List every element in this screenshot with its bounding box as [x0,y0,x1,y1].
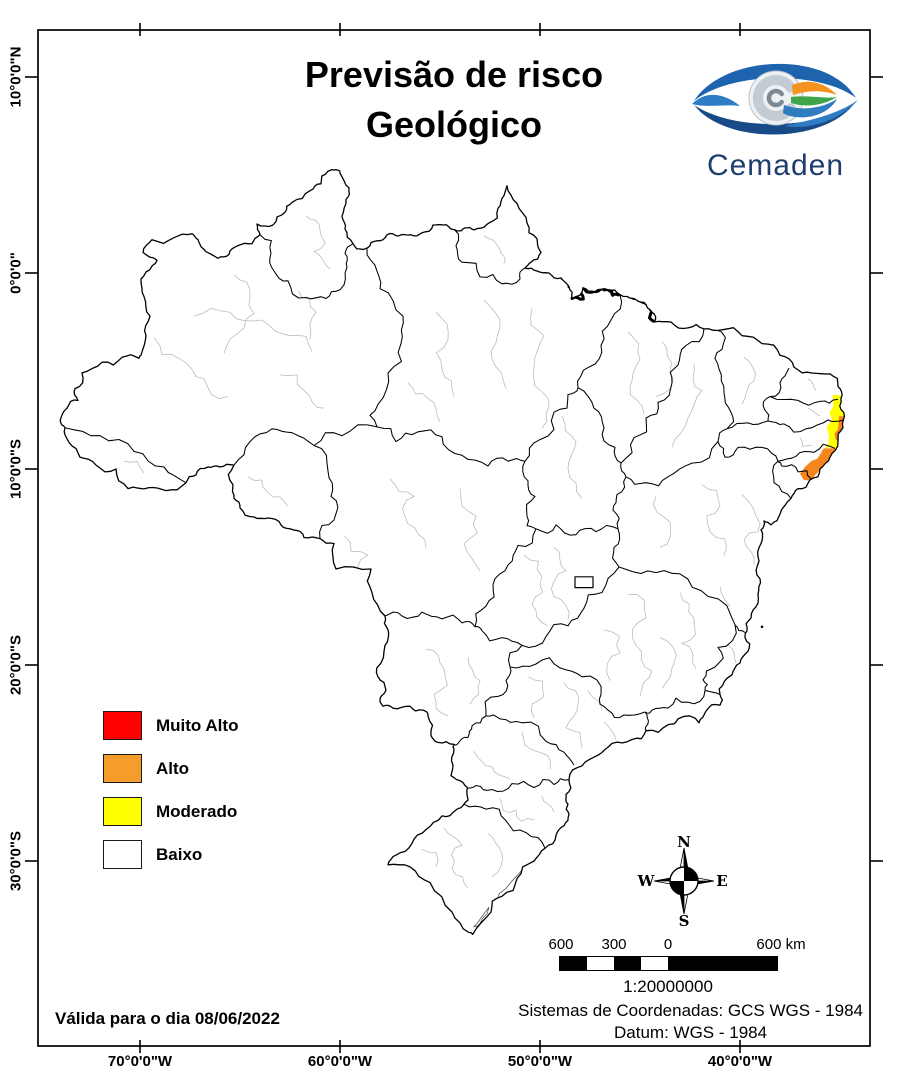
page-title-line1: Previsão de risco [304,54,604,95]
scale-segment [560,957,587,970]
coordinate-system-note: Sistemas de Coordenadas: GCS WGS - 1984 … [518,1000,863,1044]
coordinate-system-line2: Datum: WGS - 1984 [614,1023,768,1043]
scale-label-3: 600 km [756,936,806,953]
compass-label-north: N [677,833,691,851]
legend-item-baixo: Baixo [103,840,202,869]
coastal-lagoon [472,906,490,928]
cemaden-logo: Cemaden [688,48,863,183]
cemaden-eye-icon [692,63,858,135]
compass-label-west: W [637,872,655,890]
page-title: Previsão de risco Geológico [305,50,603,149]
scale-segment [641,957,668,970]
scale-segment [587,957,614,970]
lat-label-3: 20°0'0"S [7,634,25,696]
compass-label-south: S [678,912,690,930]
abrolhos-islands [760,625,764,629]
lat-label-0: 10°0'0"N [7,46,25,108]
legend-item-muito-alto: Muito Alto [103,711,238,740]
map-frame [37,29,871,1047]
legend-label-alto: Alto [156,758,190,778]
page-title-line2: Geológico [365,103,543,145]
lon-label-0: 70°0'0"W [107,1053,173,1070]
lat-label-1: 0°0'0" [7,252,25,294]
lon-label-1: 60°0'0"W [307,1053,373,1070]
lat-label-2: 10°0'0"S [7,438,25,500]
brazil-coastline [59,168,846,936]
legend-label-muito-alto: Muito Alto [156,715,239,735]
legend-item-moderado: Moderado [103,797,237,826]
lon-label-2: 50°0'0"W [507,1053,573,1070]
df-boundary [574,576,594,589]
legend-swatch-baixo [103,840,142,869]
legend-swatch-alto [103,754,142,783]
scale-segment [668,957,777,970]
legend-swatch-muito-alto [103,711,142,740]
municipal-borders [123,215,821,928]
legend-label-moderado: Moderado [156,801,238,821]
cemaden-wordmark: Cemaden [706,149,845,182]
legend-item-alto: Alto [103,754,189,783]
validity-note: Válida para o dia 08/06/2022 [55,1009,280,1028]
graticule-ticks [25,23,883,1053]
legend-label-baixo: Baixo [156,844,203,864]
scale-label-0: 600 [548,936,574,953]
lat-label-4: 30°0'0"S [7,830,25,892]
scale-label-2: 0 [663,936,673,953]
brazil-landmass [60,169,845,935]
scale-label-1: 300 [601,936,627,953]
risk-area-alto [800,448,838,481]
scale-ratio: 1:20000000 [623,977,713,996]
scale-segment [614,957,641,970]
scale-bar [559,956,778,971]
compass-rose-icon [653,847,715,915]
lon-label-3: 40°0'0"W [707,1053,773,1070]
legend-swatch-moderado [103,797,142,826]
compass-label-east: E [716,872,728,890]
coordinate-system-line1: Sistemas de Coordenadas: GCS WGS - 1984 [518,1001,863,1020]
